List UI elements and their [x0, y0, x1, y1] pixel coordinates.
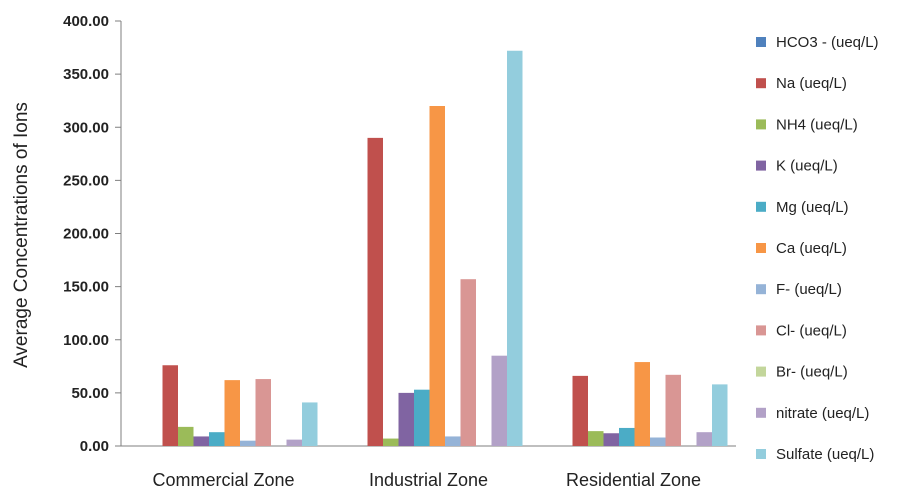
bar [162, 365, 178, 446]
bar [460, 279, 476, 446]
y-tick-label: 350.00 [63, 66, 109, 83]
bar [650, 437, 666, 446]
y-axis-ticks: 0.00 50.00 100.00 150.00 200.00 250.00 300.00 3… [63, 13, 121, 455]
legend-swatch [756, 325, 766, 336]
legend-label: Ca (ueq/L) [776, 240, 847, 257]
legend-label: Cl- (ueq/L) [776, 322, 847, 339]
bar [712, 384, 728, 446]
legend-swatch [756, 37, 766, 47]
legend-swatch [756, 78, 766, 89]
legend-label: K (ueq/L) [776, 158, 838, 175]
bar [224, 380, 240, 446]
legend-label: Br- (ueq/L) [776, 364, 848, 381]
bar [634, 362, 650, 446]
legend-swatch [756, 449, 766, 459]
bar [619, 427, 635, 446]
y-tick-label: 200.00 [63, 226, 109, 243]
legend-label: F- (ueq/L) [776, 281, 842, 298]
bar [696, 432, 712, 446]
legend: HCO3 - (ueq/L) Na (ueq/L) NH4 (ueq/L) K (ue… [756, 34, 879, 463]
bar [255, 379, 271, 446]
legend-swatch [756, 366, 766, 377]
bars [162, 50, 728, 446]
bar [665, 374, 681, 446]
bar [209, 432, 225, 446]
bar [507, 50, 523, 446]
bar [588, 431, 604, 446]
legend-swatch [756, 201, 766, 212]
x-category-label: Commercial Zone [152, 470, 294, 490]
legend-label: Mg (ueq/L) [776, 199, 849, 216]
x-category-label: Residential Zone [566, 470, 701, 490]
y-tick-label: 300.00 [63, 119, 109, 136]
y-tick-label: 250.00 [63, 172, 109, 189]
y-tick-label: 150.00 [63, 279, 109, 296]
legend-swatch [756, 119, 766, 130]
bar [398, 392, 414, 446]
bar [445, 436, 461, 446]
y-tick-label: 400.00 [63, 13, 109, 30]
x-axis-labels: Commercial Zone Industrial Zone Residentia… [152, 470, 701, 490]
bar [429, 106, 445, 446]
bar [286, 439, 302, 446]
legend-label: Sulfate (ueq/L) [776, 446, 874, 463]
legend-label: NH4 (ueq/L) [776, 116, 858, 133]
bar [302, 402, 318, 446]
y-axis-title: Average Concentrations of Ions [11, 102, 32, 368]
bar [193, 436, 209, 446]
legend-label: HCO3 - (ueq/L) [776, 34, 879, 51]
bar [491, 355, 507, 446]
y-tick-label: 50.00 [71, 385, 109, 402]
x-category-label: Industrial Zone [369, 470, 488, 490]
legend-swatch [756, 243, 766, 253]
bar [603, 433, 619, 446]
bar [240, 440, 256, 446]
legend-label: nitrate (ueq/L) [776, 405, 869, 422]
bar [178, 426, 194, 446]
legend-swatch [756, 160, 766, 171]
legend-swatch [756, 407, 766, 418]
y-tick-label: 0.00 [80, 438, 109, 455]
legend-label: Na (ueq/L) [776, 75, 847, 92]
bar [383, 438, 399, 446]
y-tick-label: 100.00 [63, 332, 109, 349]
bar [414, 389, 430, 446]
bar [572, 375, 588, 446]
legend-swatch [756, 284, 766, 295]
bar [367, 137, 383, 446]
